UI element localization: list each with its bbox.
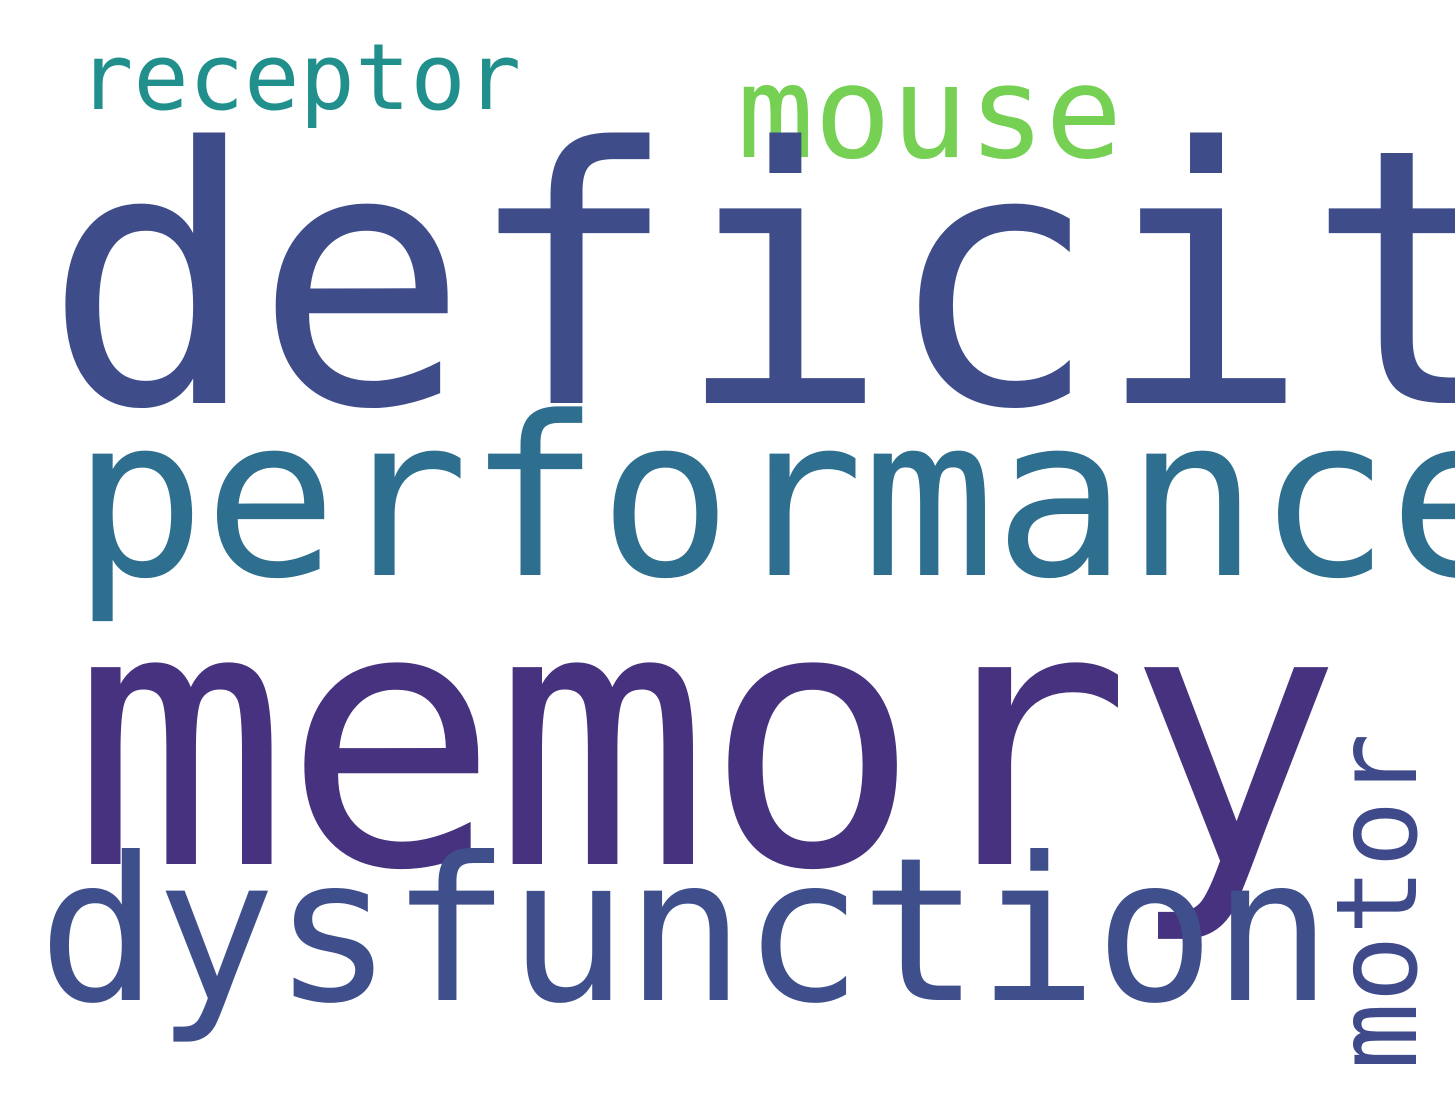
word-motor: motor	[1313, 732, 1443, 1070]
word-mouse: mouse	[737, 39, 1123, 188]
word-receptor: receptor	[78, 24, 522, 131]
word-performance: performance	[72, 370, 1455, 628]
word-deficit: deficit	[44, 73, 1455, 487]
word-memory: memory	[72, 530, 1342, 949]
word-dysfunction: dysfunction	[38, 815, 1333, 1048]
